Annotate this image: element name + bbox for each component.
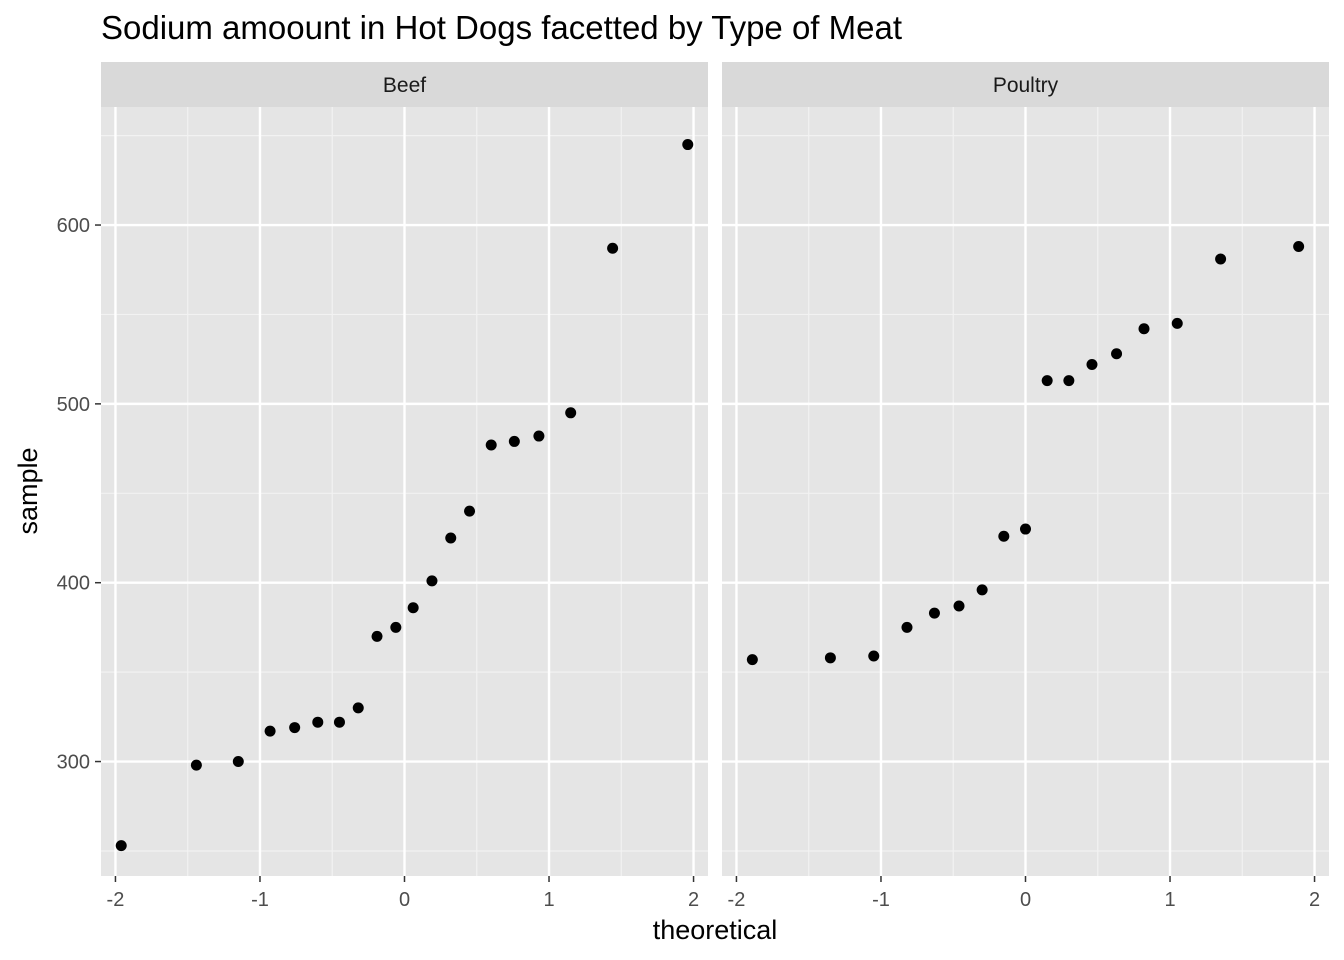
data-point <box>1041 375 1053 387</box>
panel-grid <box>722 107 1329 876</box>
data-point <box>333 716 345 728</box>
facet-strip-label: Beef <box>383 74 426 97</box>
data-point <box>371 630 383 642</box>
data-point <box>976 584 988 596</box>
x-tick-label: -2 <box>107 889 125 911</box>
y-tick-label: 300 <box>57 752 90 774</box>
x-tick-label: 0 <box>1020 889 1031 911</box>
data-point <box>264 725 276 737</box>
data-point <box>1020 523 1031 535</box>
x-tick-label: 2 <box>1309 889 1320 911</box>
data-point <box>682 139 694 151</box>
chart-title: Sodium amoount in Hot Dogs facetted by T… <box>101 9 902 46</box>
data-point <box>928 607 940 619</box>
x-tick-label: -2 <box>728 889 746 911</box>
data-point <box>1215 253 1227 265</box>
data-point <box>1111 348 1123 360</box>
data-point <box>607 242 619 254</box>
data-point <box>868 650 880 662</box>
data-point <box>190 759 202 771</box>
data-point <box>901 621 913 633</box>
data-point <box>1293 240 1305 252</box>
data-point <box>445 532 457 544</box>
facet-strip <box>722 62 1329 107</box>
data-point <box>115 840 127 852</box>
data-point <box>533 430 545 442</box>
data-point <box>390 621 402 633</box>
data-point <box>289 722 301 734</box>
x-tick-label: 1 <box>1164 889 1175 911</box>
data-point <box>508 435 520 447</box>
data-point <box>464 505 476 517</box>
x-tick-label: 2 <box>688 889 699 911</box>
data-point <box>1138 323 1150 335</box>
x-axis-ticks: -2 -1 0 1 2 <box>107 876 699 911</box>
data-points <box>115 139 694 852</box>
x-axis-title: theoretical <box>653 915 778 945</box>
data-point <box>232 756 244 768</box>
x-tick-label: 0 <box>399 889 410 911</box>
data-point <box>824 652 836 664</box>
data-point <box>953 600 965 612</box>
data-point <box>1086 359 1098 371</box>
data-point <box>565 407 577 419</box>
data-point <box>352 702 364 714</box>
x-tick-label: 1 <box>543 889 554 911</box>
x-tick-label: -1 <box>251 889 269 911</box>
y-tick-label: 600 <box>57 215 90 237</box>
facet-panel-beef: Beef -2 -1 0 1 2 <box>101 62 708 911</box>
facet-panel-poultry: Poultry -2 -1 0 1 2 <box>722 62 1329 911</box>
y-axis-ticks: 300 400 500 600 <box>57 215 101 774</box>
x-tick-label: -1 <box>872 889 890 911</box>
data-point <box>485 439 497 451</box>
y-tick-label: 400 <box>57 573 90 595</box>
data-point <box>998 530 1010 542</box>
data-point <box>746 654 758 666</box>
data-point <box>1063 375 1075 387</box>
data-point <box>407 602 419 614</box>
data-point <box>426 575 438 587</box>
data-point <box>312 716 324 728</box>
y-axis-title: sample <box>13 447 43 534</box>
facet-strip-label: Poultry <box>993 74 1059 97</box>
data-points <box>746 240 1305 666</box>
x-axis-ticks: -2 -1 0 1 2 <box>728 876 1320 911</box>
panel-grid <box>101 107 708 876</box>
facet-strip <box>101 62 708 107</box>
y-tick-label: 500 <box>57 394 90 416</box>
data-point <box>1171 317 1183 329</box>
